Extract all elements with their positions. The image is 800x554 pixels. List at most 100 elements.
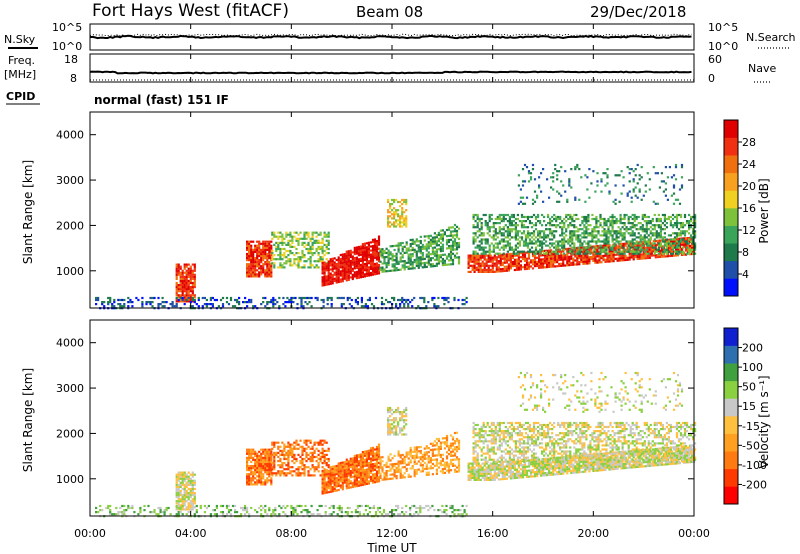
power-scatter-cell — [680, 247, 684, 250]
power-scatter-cell — [677, 250, 681, 253]
velocity-scatter-cell — [277, 447, 280, 450]
power-scatter-cell — [315, 264, 318, 267]
nsky-right-tick-top: 10^5 — [708, 21, 738, 34]
power-scatter-cell — [542, 258, 545, 261]
velocity-scatter-cell — [183, 508, 186, 511]
power-scatter-cell — [534, 252, 538, 255]
velocity-scatter-cell — [307, 474, 310, 477]
power-scatter-cell — [359, 268, 362, 271]
power-scatter-cell — [369, 265, 373, 268]
power-scatter-cell — [327, 235, 330, 238]
power-scatter-cell — [340, 303, 343, 306]
power-scatter-cell — [361, 273, 364, 276]
power-scatter-cell — [301, 256, 304, 259]
velocity-scatter-cell — [323, 457, 326, 461]
power-scatter-cell — [287, 258, 290, 261]
power-scatter-cell — [566, 258, 569, 261]
power-scatter-cell — [317, 266, 320, 269]
power-scatter-cell — [447, 234, 451, 237]
velocity-scatter-cell — [323, 453, 326, 456]
velocity-scatter-cell — [181, 477, 184, 480]
power-scatter-cell — [633, 220, 636, 223]
power-scatter-cell — [399, 217, 402, 220]
power-scatter-cell — [494, 238, 497, 241]
power-scatter-cell — [363, 246, 366, 249]
velocity-scatter-cell — [343, 467, 346, 470]
power-scatter-cell — [347, 268, 350, 271]
power-scatter-cell — [303, 231, 306, 234]
power-scatter-cell — [585, 226, 588, 229]
power-scatter-cell — [431, 236, 434, 239]
nave-right-tick-top: 60 — [708, 53, 722, 66]
power-scatter-cell — [288, 298, 291, 302]
power-scatter-cell — [592, 257, 595, 260]
power-scatter-cell — [477, 254, 480, 257]
power-scatter-cell — [341, 265, 344, 268]
power-scatter-cell — [517, 174, 520, 177]
velocity-scatter-cell — [248, 473, 251, 476]
power-scatter-cell — [520, 222, 524, 225]
velocity-scatter-cell — [351, 471, 354, 474]
velocity-scatter-cell — [181, 498, 184, 501]
power-scatter-cell — [437, 262, 440, 265]
power-scatter-cell — [177, 290, 180, 293]
power-scatter-cell — [457, 243, 461, 247]
velocity-scatter-cell — [193, 506, 196, 509]
velocity-scatter-cell — [349, 470, 352, 473]
power-scatter-cell — [347, 264, 350, 267]
power-scatter-cell — [391, 209, 394, 212]
power-scatter-cell — [271, 262, 274, 265]
velocity-scatter-cell — [323, 471, 326, 474]
power-scatter-cell — [589, 244, 592, 247]
power-scatter-cell — [252, 263, 255, 266]
power-scatter-cell — [467, 266, 470, 269]
power-scatter-cell — [495, 266, 498, 269]
power-scatter-cell — [514, 217, 517, 221]
velocity-scatter-cell — [337, 462, 340, 465]
power-scatter-cell — [500, 232, 503, 235]
power-scatter-cell — [433, 246, 436, 249]
velocity-scatter-cell — [189, 502, 192, 505]
power-scatter-cell — [273, 264, 276, 267]
power-scatter-cell — [248, 252, 251, 256]
power-scatter-cell — [373, 269, 377, 272]
velocity-scatter-cell — [256, 458, 259, 461]
velocity-scatter-cell — [335, 481, 338, 484]
power-colorbar-segment — [724, 208, 738, 226]
power-scatter-cell — [690, 226, 693, 229]
power-scatter-cell — [395, 269, 398, 272]
power-scatter-cell — [175, 273, 178, 276]
power-scatter-cell — [335, 277, 338, 280]
power-scatter-cell — [321, 272, 324, 275]
power-scatter-cell — [492, 244, 495, 247]
power-scatter-cell — [664, 166, 667, 169]
velocity-scatter-cell — [329, 488, 332, 491]
power-scatter-cell — [357, 258, 360, 261]
power-scatter-cell — [311, 245, 314, 248]
power-scatter-cell — [262, 269, 265, 272]
power-scatter-cell — [558, 192, 561, 195]
velocity-scatter-cell — [181, 481, 184, 484]
power-scatter-cell — [476, 230, 479, 233]
power-scatter-cell — [609, 248, 612, 251]
power-scatter-cell — [690, 234, 693, 237]
power-scatter-cell — [527, 180, 531, 183]
power-scatter-cell — [614, 247, 617, 250]
power-scatter-cell — [530, 226, 534, 229]
power-scatter-cell — [349, 264, 352, 267]
power-scatter-cell — [351, 267, 354, 270]
power-scatter-cell — [221, 303, 225, 306]
power-scatter-cell — [373, 248, 377, 251]
power-scatter-cell — [437, 231, 440, 234]
power-scatter-cell — [603, 232, 606, 235]
power-scatter-cell — [181, 281, 184, 285]
power-scatter-cell — [353, 267, 356, 270]
power-scatter-cell — [560, 256, 563, 259]
power-scatter-cell — [582, 262, 585, 265]
power-scatter-cell — [580, 258, 583, 261]
power-scatter-cell — [692, 215, 695, 219]
velocity-scatter-cell — [295, 472, 298, 475]
power-scatter-cell — [487, 254, 490, 257]
power-scatter-cell — [538, 258, 541, 261]
power-scatter-cell — [524, 242, 528, 245]
